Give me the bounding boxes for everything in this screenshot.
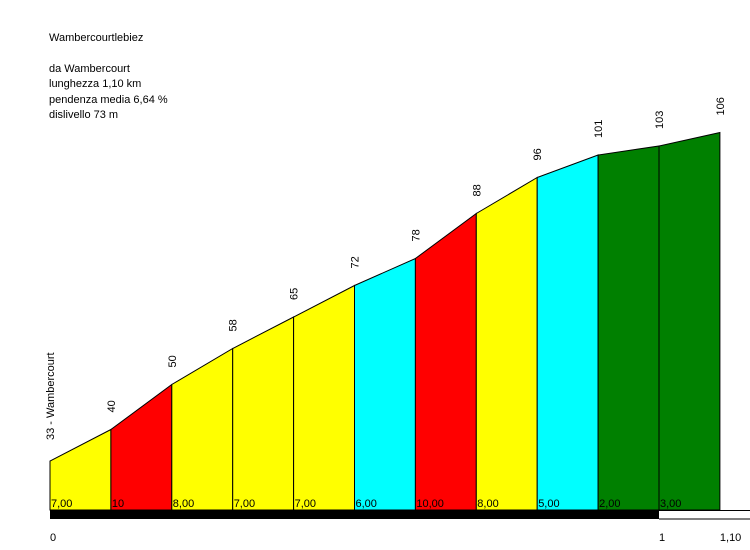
x-tick-label: 0: [50, 532, 56, 544]
profile-segment: [475, 176, 538, 511]
distance-bar-km: [50, 510, 659, 519]
gradient-label: 7,00: [51, 498, 72, 510]
elevation-label: 101: [593, 120, 605, 138]
climb-avg-gradient: pendenza media 6,64 %: [49, 93, 168, 106]
profile-segment: [354, 257, 416, 511]
profile-segment: [232, 316, 295, 511]
profile-segment: [171, 347, 234, 511]
elevation-label: 88: [471, 184, 483, 196]
elevation-label: 78: [410, 229, 422, 241]
climb-start: da Wambercourt: [49, 62, 130, 75]
climb-elevation-gain: dislivello 73 m: [49, 109, 119, 121]
profile-segment: [536, 154, 599, 511]
profile-segment: [597, 145, 660, 511]
elevation-label: 58: [228, 319, 240, 331]
elevation-label: 65: [289, 288, 301, 300]
elevation-label: 40: [106, 400, 118, 412]
climb-info: Wambercourtlebiez da Wambercourt lunghez…: [49, 31, 168, 124]
profile-segment: [293, 284, 355, 511]
gradient-label: 8,00: [477, 498, 498, 510]
x-tick-label: 1,10: [720, 532, 741, 544]
x-tick-label: 1: [659, 532, 665, 544]
climb-title: Wambercourtlebiez: [49, 32, 144, 44]
elevation-label: 96: [532, 148, 544, 160]
elevation-label: 50: [167, 355, 179, 367]
profile-segment: [658, 131, 721, 511]
elevation-label: 106: [715, 97, 727, 115]
profile-segment: [414, 212, 477, 511]
elevation-label: 72: [350, 256, 362, 268]
gradient-label: 3,00: [660, 498, 681, 510]
elevation-label: 103: [654, 111, 666, 129]
profile-segment: [110, 383, 173, 511]
gradient-label: 10,00: [416, 498, 444, 510]
climb-length: lunghezza 1,10 km: [49, 78, 142, 90]
gradient-label: 10: [112, 498, 124, 510]
gradient-label: 5,00: [538, 498, 559, 510]
gradient-label: 7,00: [295, 498, 316, 510]
gradient-label: 8,00: [173, 498, 194, 510]
gradient-label: 6,00: [356, 498, 377, 510]
gradient-label: 2,00: [599, 498, 620, 510]
start-label: 33 - Wambercourt: [45, 352, 57, 440]
gradient-label: 7,00: [234, 498, 255, 510]
